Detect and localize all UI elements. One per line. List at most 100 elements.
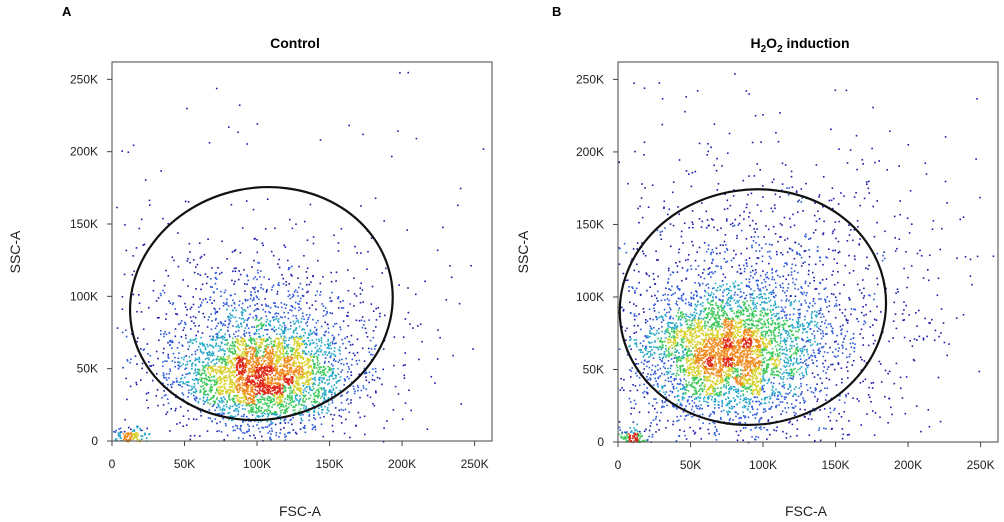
event-point: [762, 347, 765, 350]
event-point: [322, 378, 325, 380]
event-point: [146, 427, 148, 430]
event-point: [288, 378, 291, 380]
event-point: [141, 362, 144, 365]
event-point: [204, 348, 207, 351]
event-point: [121, 308, 124, 310]
event-point: [739, 296, 742, 299]
event-point: [773, 394, 776, 397]
event-point: [271, 316, 274, 319]
event-point: [225, 375, 227, 377]
event-point: [185, 424, 188, 426]
event-point: [795, 320, 798, 323]
event-point: [784, 356, 787, 359]
event-point: [750, 372, 753, 374]
event-point: [234, 409, 237, 412]
event-point: [316, 350, 318, 353]
event-point: [311, 359, 314, 361]
event-point: [675, 302, 677, 305]
event-point: [305, 398, 308, 401]
event-point: [770, 406, 773, 408]
event-point: [294, 386, 297, 388]
event-point: [243, 394, 245, 396]
event-point: [240, 429, 242, 432]
event-point: [290, 346, 292, 349]
event-point: [186, 107, 188, 110]
event-point: [238, 343, 241, 346]
event-point: [761, 312, 764, 314]
event-point: [236, 404, 238, 407]
event-point: [289, 321, 292, 324]
event-point: [293, 365, 295, 367]
event-point: [457, 204, 459, 207]
event-point: [312, 366, 315, 369]
event-point: [744, 367, 746, 370]
event-point: [236, 389, 239, 391]
event-point: [271, 413, 273, 416]
event-point: [260, 395, 263, 398]
event-point: [403, 377, 406, 379]
event-point: [289, 385, 292, 387]
event-point: [289, 402, 291, 404]
event-point: [165, 318, 167, 320]
event-point: [327, 331, 330, 334]
event-point: [162, 361, 164, 363]
event-point: [264, 354, 266, 357]
event-point: [310, 281, 312, 283]
event-point: [211, 302, 213, 304]
event-point: [284, 412, 286, 415]
event-point: [381, 383, 383, 386]
event-point: [320, 325, 323, 328]
event-point: [166, 398, 169, 400]
event-point: [254, 349, 256, 352]
event-point: [194, 391, 196, 393]
event-point: [326, 409, 329, 411]
event-point: [699, 325, 701, 327]
event-point: [264, 347, 267, 350]
event-point: [277, 318, 280, 320]
event-point: [206, 301, 209, 303]
event-point: [212, 359, 215, 361]
event-point: [318, 366, 321, 368]
event-point: [718, 323, 720, 326]
event-point: [255, 316, 258, 319]
event-point: [286, 394, 289, 397]
event-point: [296, 393, 298, 395]
event-point: [206, 393, 209, 395]
event-point: [267, 358, 269, 361]
event-point: [330, 396, 333, 398]
event-point: [302, 295, 305, 297]
event-point: [242, 397, 245, 399]
event-point: [203, 351, 205, 354]
event-point: [256, 358, 259, 360]
event-point: [715, 384, 717, 386]
event-point: [256, 370, 259, 373]
event-point: [145, 392, 148, 395]
event-point: [749, 378, 751, 380]
event-point: [284, 433, 286, 436]
event-point: [754, 363, 756, 365]
event-point: [186, 308, 188, 311]
event-point: [723, 356, 725, 359]
event-point: [255, 406, 257, 409]
event-point: [334, 355, 337, 357]
event-point: [267, 392, 269, 395]
event-point: [238, 380, 240, 383]
event-point: [797, 319, 800, 321]
event-point: [290, 376, 293, 378]
event-point: [715, 375, 718, 377]
event-point: [445, 299, 448, 301]
event-point: [150, 365, 152, 367]
event-point: [218, 385, 220, 388]
event-point: [347, 269, 349, 271]
event-point: [232, 270, 234, 273]
event-point: [342, 320, 345, 322]
event-point: [277, 337, 280, 340]
event-point: [697, 379, 700, 382]
event-point: [223, 352, 226, 355]
event-point: [287, 372, 290, 374]
event-point: [251, 390, 253, 393]
event-point: [196, 349, 199, 351]
event-point: [273, 393, 276, 396]
event-point: [328, 391, 330, 393]
event-point: [289, 392, 291, 395]
